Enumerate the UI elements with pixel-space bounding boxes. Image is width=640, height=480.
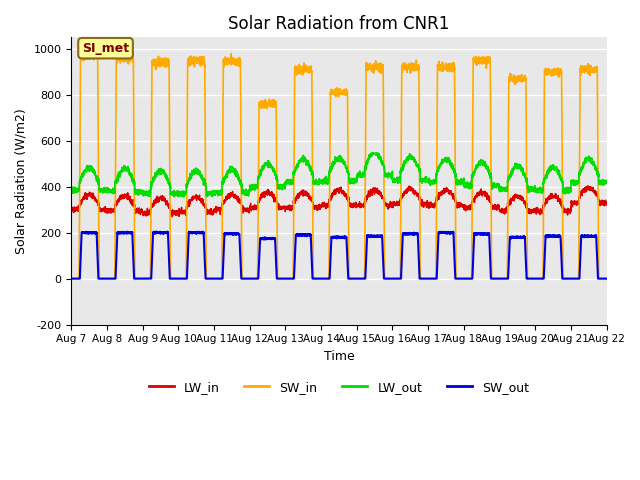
SW_out xyxy=(319,276,326,281)
SW_in xyxy=(603,276,611,281)
LW_out xyxy=(603,180,611,185)
SW_in xyxy=(459,276,467,281)
SW_in xyxy=(319,276,326,281)
LW_in xyxy=(319,202,326,208)
LW_in xyxy=(602,203,610,208)
LW_in xyxy=(429,203,437,209)
SW_in xyxy=(490,276,497,281)
LW_out xyxy=(319,181,326,187)
SW_out xyxy=(490,276,497,281)
LW_out xyxy=(170,194,178,200)
LW_in xyxy=(67,204,75,210)
SW_in xyxy=(67,276,75,281)
SW_out xyxy=(429,276,437,281)
LW_in xyxy=(490,203,497,209)
LW_out xyxy=(459,177,467,182)
SW_out xyxy=(602,276,610,281)
LW_in xyxy=(603,200,611,206)
Line: SW_in: SW_in xyxy=(71,50,607,278)
Line: SW_out: SW_out xyxy=(71,231,607,278)
LW_out xyxy=(490,184,497,190)
SW_in xyxy=(164,59,172,64)
LW_out xyxy=(164,175,172,181)
Line: LW_out: LW_out xyxy=(71,154,607,197)
LW_in xyxy=(168,214,176,220)
LW_out xyxy=(367,151,375,156)
Title: Solar Radiation from CNR1: Solar Radiation from CNR1 xyxy=(228,15,450,33)
SW_out xyxy=(67,276,75,281)
SW_in xyxy=(602,276,610,281)
SW_out xyxy=(459,276,467,281)
LW_out xyxy=(602,180,610,186)
SW_out xyxy=(164,228,172,234)
Legend: LW_in, SW_in, LW_out, SW_out: LW_in, SW_in, LW_out, SW_out xyxy=(143,376,534,399)
LW_in xyxy=(164,201,172,206)
LW_in xyxy=(584,183,592,189)
SW_out xyxy=(603,276,611,281)
SW_out xyxy=(164,229,172,235)
Text: SI_met: SI_met xyxy=(82,42,129,55)
Y-axis label: Solar Radiation (W/m2): Solar Radiation (W/m2) xyxy=(15,108,28,254)
LW_out xyxy=(429,180,437,185)
LW_out xyxy=(67,188,75,193)
Line: LW_in: LW_in xyxy=(71,186,607,217)
SW_in xyxy=(429,276,437,281)
SW_in xyxy=(129,47,136,53)
X-axis label: Time: Time xyxy=(324,350,355,363)
LW_in xyxy=(459,204,467,210)
